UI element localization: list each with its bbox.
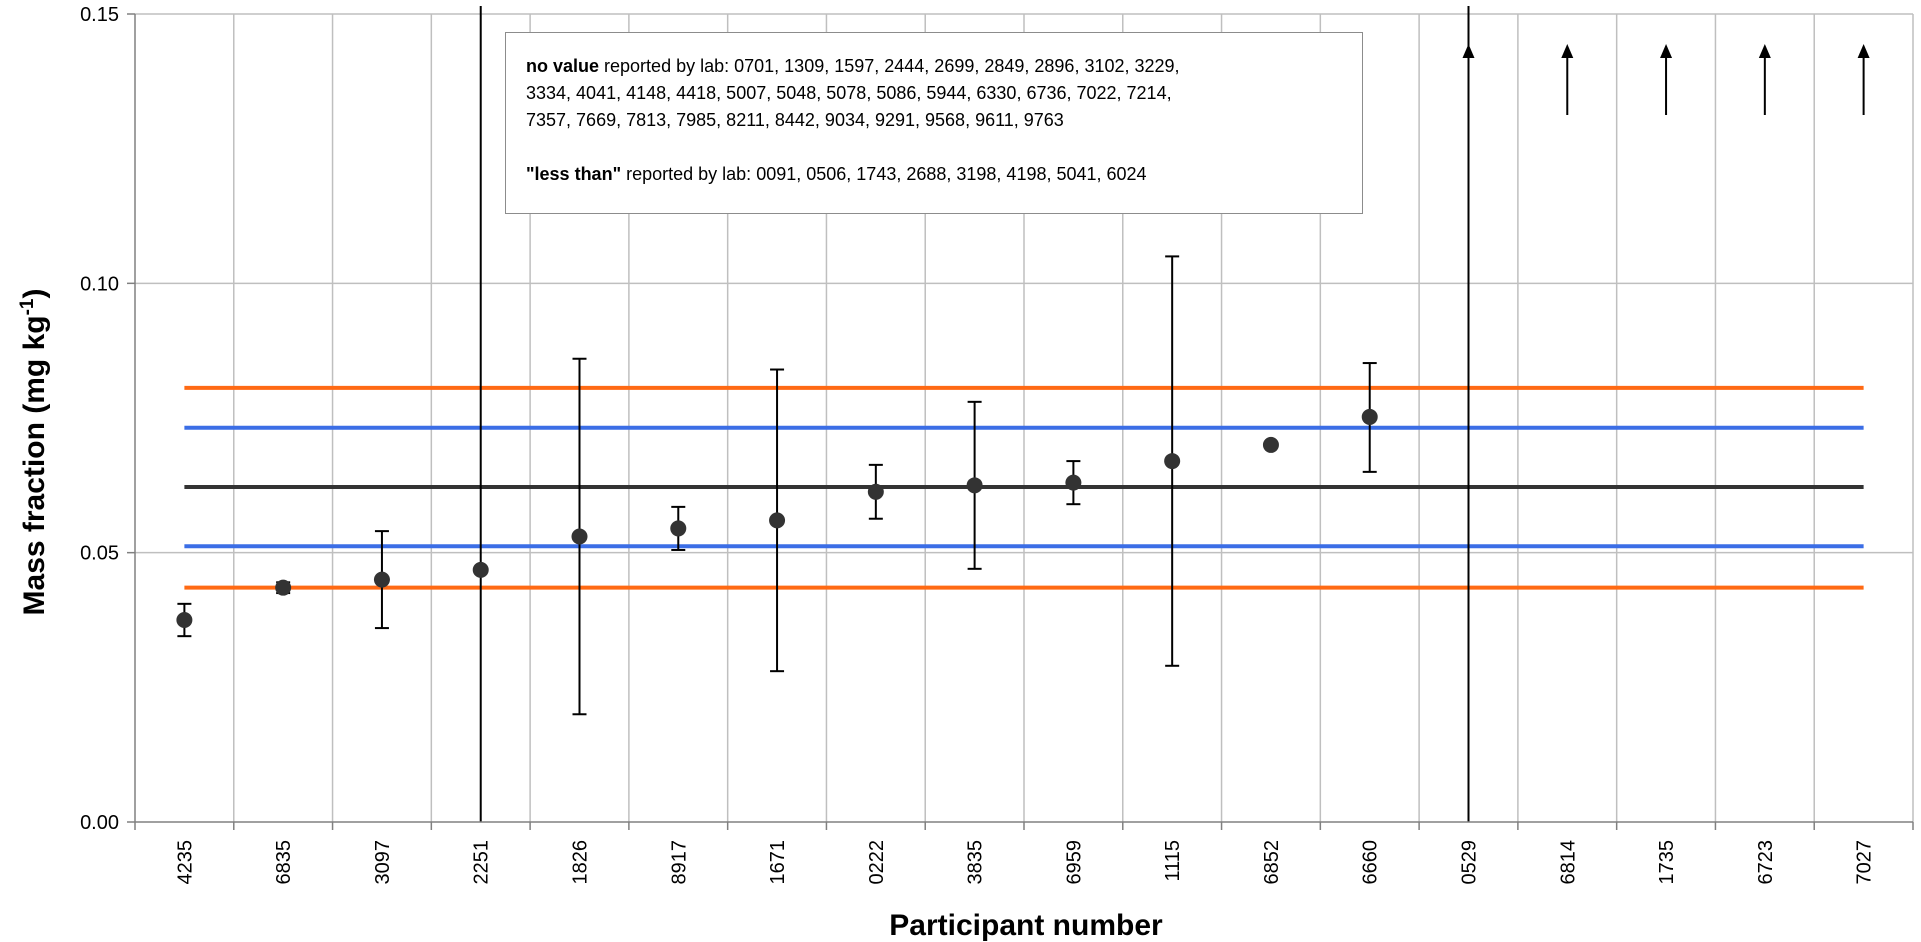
- annotation-spacer: [526, 134, 1344, 161]
- x-tick-label: 0529: [1459, 840, 1481, 885]
- off-scale-arrow-head: [1660, 44, 1673, 58]
- data-point: [176, 612, 193, 628]
- x-tick-label: 6723: [1755, 840, 1777, 885]
- less-than-labs: 0091, 0506, 1743, 2688, 3198, 4198, 5041…: [756, 164, 1147, 184]
- x-tick-label: 6814: [1557, 840, 1579, 885]
- annotation-box: no value reported by lab: 0701, 1309, 15…: [505, 32, 1363, 214]
- reference-lines: [184, 385, 1864, 590]
- off-scale-arrow-head: [1758, 44, 1771, 58]
- tick-labels: 0.00 0.05 0.10 0.15 4235 6835 3097 2251 1826 8917…: [80, 4, 1876, 885]
- data-point: [1262, 436, 1279, 453]
- data-point: [1361, 408, 1378, 425]
- x-tick-label: 6660: [1360, 840, 1382, 885]
- x-tick-label: 8917: [668, 840, 690, 885]
- no-value-label: no value: [526, 56, 600, 76]
- y-axis-title: Mass fraction (mg kg-1): [17, 289, 51, 616]
- data-point: [670, 520, 687, 537]
- data-point: [571, 528, 588, 545]
- no-value-labs-3: 7357, 7669, 7813, 7985, 8211, 8442, 9034…: [526, 110, 1064, 130]
- x-tick-label: 1671: [767, 840, 789, 885]
- x-tick-label: 4235: [174, 840, 196, 885]
- data-point: [472, 561, 489, 578]
- data-point: [1164, 453, 1181, 470]
- x-tick-label: 3835: [965, 840, 987, 885]
- x-tick-label: 1115: [1162, 840, 1184, 882]
- no-value-labs-1: 0701, 1309, 1597, 2444, 2699, 2849, 2896…: [734, 56, 1180, 76]
- less-than-line: "less than" reported by lab: 0091, 0506,…: [526, 161, 1344, 188]
- data-point: [867, 483, 884, 500]
- x-axis-title: Participant number: [889, 909, 1163, 942]
- data-point: [769, 512, 786, 529]
- data-point: [966, 477, 983, 494]
- x-tick-label: 2251: [471, 840, 493, 885]
- x-tick-label: 3097: [372, 840, 394, 885]
- data-point: [373, 571, 390, 588]
- y-tick-label: 0.00: [80, 812, 119, 834]
- data-point: [1065, 474, 1082, 491]
- x-tick-label: 6835: [273, 840, 295, 885]
- y-axis-title-close: ): [18, 289, 51, 299]
- off-scale-arrow-head: [1857, 44, 1870, 58]
- off-scale-arrows: [1462, 44, 1870, 115]
- y-axis-title-sup: -1: [17, 298, 38, 315]
- data-point: [275, 579, 292, 596]
- x-tick-label: 0222: [866, 840, 888, 885]
- x-tick-label: 7027: [1854, 840, 1876, 885]
- less-than-prefix: reported by lab:: [621, 164, 757, 184]
- x-tick-label: 6959: [1063, 840, 1085, 885]
- no-value-labs-2: 3334, 4041, 4148, 4418, 5007, 5048, 5078…: [526, 83, 1172, 103]
- x-tick-label: 1826: [570, 840, 592, 885]
- y-tick-label: 0.10: [80, 273, 119, 295]
- x-tick-label: 6852: [1261, 840, 1283, 885]
- x-tick-label: 1735: [1656, 840, 1678, 885]
- off-scale-arrow-head: [1561, 44, 1574, 58]
- y-axis-title-text: Mass fraction (mg kg: [18, 315, 51, 615]
- y-tick-label: 0.15: [80, 4, 119, 26]
- off-scale-arrow-head: [1462, 44, 1475, 58]
- no-value-prefix: reported by lab:: [599, 56, 735, 76]
- less-than-label: "less than": [526, 164, 622, 184]
- axes: [127, 13, 1914, 830]
- no-value-line-1: no value reported by lab: 0701, 1309, 15…: [526, 53, 1344, 80]
- y-tick-label: 0.05: [80, 543, 119, 565]
- data-points: [176, 408, 1378, 628]
